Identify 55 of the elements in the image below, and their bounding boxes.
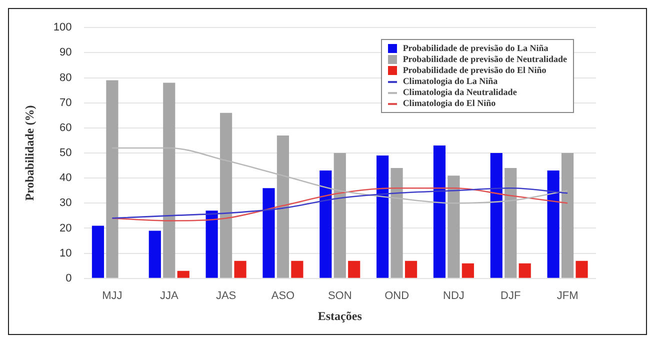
x-tick-label: SON	[328, 290, 352, 302]
x-tick-label: JFM	[556, 290, 578, 302]
y-tick-label: 30	[60, 197, 72, 210]
y-tick-label: 80	[60, 72, 72, 84]
line-series	[112, 147, 568, 204]
legend-label: Probabilidade de previsão do La Niña	[402, 43, 548, 54]
bar	[320, 170, 332, 278]
bar	[376, 156, 389, 278]
bar	[234, 260, 246, 278]
y-tick-label: 10	[60, 247, 72, 260]
y-tick-label: 60	[60, 122, 72, 134]
bar	[404, 260, 418, 278]
bar	[433, 145, 446, 278]
bar	[561, 153, 574, 278]
bar	[547, 170, 560, 278]
y-tick-label: 100	[53, 22, 72, 34]
x-tick-label: DJF	[500, 290, 521, 302]
y-tick-label: 50	[60, 147, 72, 160]
bar	[276, 135, 290, 278]
legend-label: Climatologia da Neutralidade	[402, 87, 517, 98]
bar	[462, 263, 474, 278]
bar	[148, 230, 161, 278]
legend-label: Probabilidade de previsão de Neutralidade	[402, 54, 567, 65]
bar	[504, 168, 517, 278]
x-tick-label: JJA	[160, 290, 179, 302]
legend-label: Climatologia do El Niño	[402, 98, 496, 109]
bar	[576, 260, 588, 278]
y-tick-label: 40	[60, 172, 72, 184]
x-tick-label: JAS	[216, 290, 236, 302]
x-axis-title: Estações	[318, 308, 362, 323]
y-tick-label: 0	[66, 272, 72, 284]
legend-label: Probabilidade de previsão do El Niño	[402, 65, 546, 76]
bar	[348, 260, 360, 278]
bar	[490, 153, 502, 278]
bar	[334, 153, 346, 278]
bar	[220, 112, 232, 278]
x-tick-label: MJJ	[102, 290, 122, 302]
y-tick-label: 20	[60, 222, 72, 234]
bar	[206, 210, 218, 278]
legend-label: Climatologia do La Niña	[402, 76, 498, 87]
bar	[163, 82, 176, 278]
bar	[106, 80, 118, 278]
bar	[448, 176, 460, 278]
y-tick-label: 70	[60, 96, 72, 109]
bar	[262, 188, 275, 278]
y-tick-label: 90	[60, 46, 72, 59]
bar	[291, 260, 304, 278]
x-tick-label: ASO	[271, 290, 296, 302]
y-axis-title: Probabilidade (%)	[22, 105, 36, 201]
x-tick-label: NDJ	[443, 290, 464, 302]
bar	[92, 226, 104, 278]
x-tick-label: OND	[384, 290, 410, 302]
bar	[177, 270, 190, 278]
bar	[518, 263, 531, 278]
bar	[390, 168, 403, 278]
